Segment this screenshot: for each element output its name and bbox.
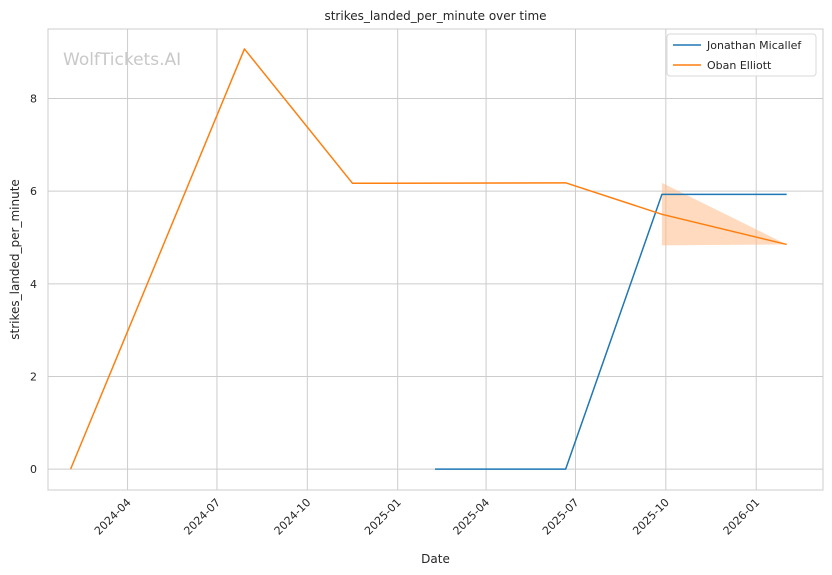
x-tick-label: 2024-10 bbox=[272, 496, 314, 538]
band-layer bbox=[661, 182, 787, 246]
y-tick-label: 2 bbox=[30, 370, 37, 383]
x-tick-label: 2025-04 bbox=[451, 496, 493, 538]
legend-frame bbox=[666, 33, 817, 77]
y-tick-label: 0 bbox=[30, 463, 37, 476]
legend: Jonathan Micallef Oban Elliott bbox=[666, 33, 817, 77]
y-tick-label: 6 bbox=[30, 185, 37, 198]
x-tick-label: 2024-04 bbox=[92, 496, 134, 538]
series-layer bbox=[69, 48, 787, 470]
x-tick-labels: 2024-04 2024-07 2024-10 2025-01 2025-04 2025-… bbox=[92, 496, 762, 538]
series-line-1 bbox=[69, 48, 787, 470]
x-tick-label: 2025-01 bbox=[362, 496, 404, 538]
y-axis-title: strikes_landed_per_minute bbox=[8, 179, 22, 340]
x-axis-title: Date bbox=[421, 552, 450, 566]
chart-title: strikes_landed_per_minute over time bbox=[324, 9, 546, 23]
confidence-band-1 bbox=[661, 182, 787, 246]
grid bbox=[48, 29, 823, 490]
x-tick-label: 2026-01 bbox=[721, 496, 763, 538]
watermark: WolfTickets.AI bbox=[63, 50, 181, 70]
legend-label-1: Oban Elliott bbox=[707, 59, 772, 72]
x-tick-label: 2025-07 bbox=[540, 496, 582, 538]
plot-area-frame bbox=[47, 28, 824, 491]
series-line-0 bbox=[435, 193, 787, 470]
x-tick-label: 2025-10 bbox=[630, 496, 672, 538]
y-tick-label: 4 bbox=[30, 278, 37, 291]
y-tick-label: 8 bbox=[30, 92, 37, 105]
legend-label-0: Jonathan Micallef bbox=[706, 39, 802, 52]
y-tick-labels: 0 2 4 6 8 bbox=[30, 92, 37, 476]
x-tick-label: 2024-07 bbox=[181, 496, 223, 538]
